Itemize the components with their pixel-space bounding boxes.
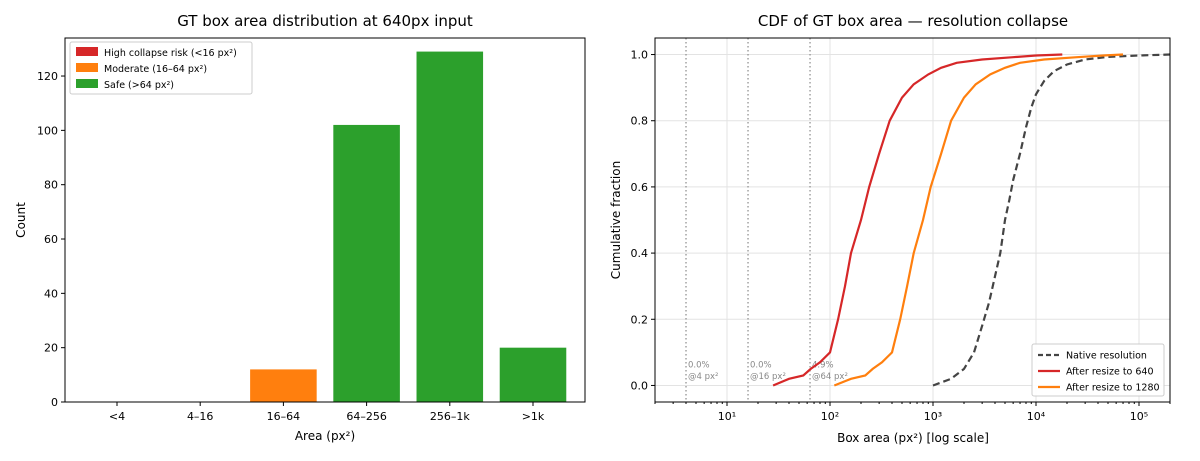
cdf-chart-legend: Native resolution After resize to 640 Afte… bbox=[1031, 343, 1165, 397]
y-tick-label: 0.8 bbox=[631, 115, 649, 128]
legend-label-1: After resize to 640 bbox=[1066, 367, 1154, 378]
threshold-percent-label: 0.0% bbox=[688, 360, 710, 370]
x-tick-label: 10⁵ bbox=[1130, 410, 1148, 423]
legend-label-high: High collapse risk (<16 px²) bbox=[104, 48, 237, 59]
cdf-chart-y-label: Cumulative fraction bbox=[609, 161, 623, 279]
bar-256–1k bbox=[416, 51, 484, 402]
legend-label-0: Native resolution bbox=[1066, 351, 1147, 362]
x-tick-label: 256–1k bbox=[430, 410, 470, 423]
y-tick-label: 0 bbox=[51, 396, 58, 409]
legend-label-2: After resize to 1280 bbox=[1066, 383, 1160, 394]
bar-chart-x-label: Area (px²) bbox=[295, 429, 355, 443]
y-tick-label: 80 bbox=[44, 179, 58, 192]
threshold-area-label: @16 px² bbox=[750, 372, 786, 382]
x-tick-label: 10² bbox=[821, 410, 839, 423]
cdf-chart-lines bbox=[772, 53, 1171, 387]
x-tick-label: <4 bbox=[109, 410, 125, 423]
bar-chart-y-label: Count bbox=[14, 202, 28, 238]
bar-chart-title: GT box area distribution at 640px input bbox=[177, 12, 473, 30]
y-tick-label: 1.0 bbox=[631, 49, 649, 62]
legend-swatch-high bbox=[76, 47, 98, 56]
cdf-chart-x-ticks: 10¹ 10² 10³ 10⁴ 10⁵ bbox=[654, 402, 1171, 423]
threshold-area-label: @64 px² bbox=[812, 372, 848, 382]
series-line-0 bbox=[932, 53, 1171, 387]
x-tick-label: 10⁴ bbox=[1027, 410, 1046, 423]
y-tick-label: 20 bbox=[44, 342, 58, 355]
x-tick-label: 64–256 bbox=[346, 410, 387, 423]
y-tick-label: 0.0 bbox=[631, 379, 649, 392]
y-tick-label: 40 bbox=[44, 287, 58, 300]
y-tick-label: 60 bbox=[44, 233, 58, 246]
bar-chart-bars bbox=[250, 51, 567, 402]
x-tick-label: 4–16 bbox=[187, 410, 214, 423]
cdf-chart-y-ticks: 0.0 0.2 0.4 0.6 0.8 1.0 bbox=[631, 49, 655, 392]
x-tick-label: 16–64 bbox=[267, 410, 301, 423]
bar-chart-y-ticks: 0 20 40 60 80 100 120 bbox=[37, 70, 65, 409]
series-line-2 bbox=[833, 53, 1124, 387]
cdf-chart-plot-frame bbox=[654, 37, 1171, 403]
y-tick-label: 120 bbox=[37, 70, 58, 83]
bar-16–64 bbox=[250, 369, 317, 402]
bar-chart-plot-frame bbox=[64, 37, 586, 403]
bar-chart: GT box area distribution at 640px input … bbox=[14, 12, 586, 443]
legend-label-safe: Safe (>64 px²) bbox=[104, 80, 174, 91]
x-tick-label: 10¹ bbox=[718, 410, 736, 423]
legend-label-moderate: Moderate (16–64 px²) bbox=[104, 64, 207, 75]
legend-box bbox=[69, 41, 253, 95]
x-tick-label: >1k bbox=[522, 410, 545, 423]
cdf-chart-threshold-lines: 0.0% @4 px² 0.0% @16 px² 4.9% @64 px² bbox=[685, 38, 848, 402]
cdf-chart: CDF of GT box area — resolution collapse… bbox=[609, 12, 1171, 445]
x-tick-label: 10³ bbox=[924, 410, 942, 423]
bar-chart-legend: High collapse risk (<16 px²) Moderate (16… bbox=[69, 41, 253, 95]
y-tick-label: 0.6 bbox=[631, 181, 649, 194]
y-tick-label: 0.4 bbox=[631, 247, 649, 260]
threshold-area-label: @4 px² bbox=[688, 372, 718, 382]
threshold-percent-label: 0.0% bbox=[750, 360, 772, 370]
y-tick-label: 0.2 bbox=[631, 313, 649, 326]
bar-64–256 bbox=[333, 124, 400, 402]
cdf-chart-title: CDF of GT box area — resolution collapse bbox=[758, 12, 1068, 30]
legend-swatch-moderate bbox=[76, 63, 98, 72]
cdf-chart-x-label: Box area (px²) [log scale] bbox=[837, 431, 989, 445]
series-line-1 bbox=[772, 53, 1063, 387]
bar->1k bbox=[499, 347, 567, 402]
legend-box bbox=[1031, 343, 1165, 397]
legend-swatch-safe bbox=[76, 79, 98, 88]
threshold-percent-label: 4.9% bbox=[812, 360, 834, 370]
bar-chart-x-ticks: <4 4–16 16–64 64–256 256–1k >1k bbox=[109, 402, 545, 423]
y-tick-label: 100 bbox=[37, 124, 58, 137]
